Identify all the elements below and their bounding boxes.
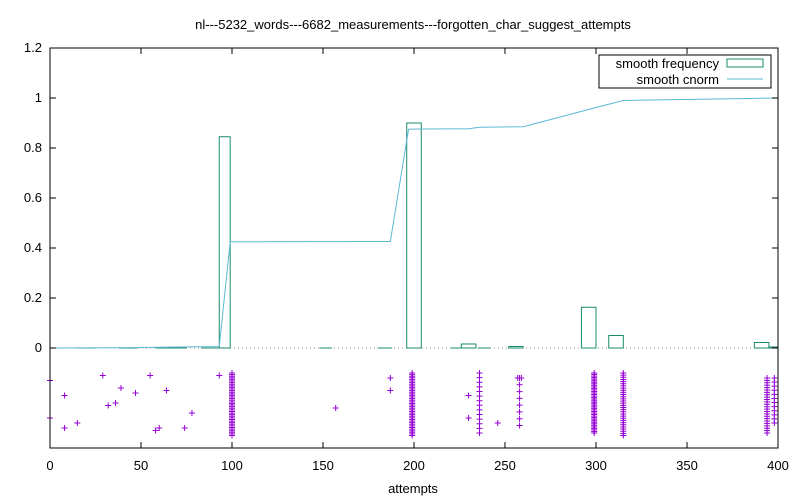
y-tick-label: 0.2	[24, 290, 42, 305]
y-tick-label: 1	[35, 90, 42, 105]
data-point	[61, 425, 68, 431]
x-tick-label: 100	[221, 458, 243, 473]
data-point	[620, 432, 627, 439]
data-point	[332, 405, 339, 411]
frequency-bar	[508, 346, 524, 349]
data-point	[163, 387, 170, 394]
data-point	[387, 375, 394, 381]
data-point	[156, 425, 163, 431]
data-point	[465, 392, 472, 399]
y-tick-label: 0	[35, 340, 42, 355]
x-tick-label: 250	[494, 458, 516, 473]
data-point	[112, 400, 119, 406]
x-tick-label: 50	[134, 458, 148, 473]
data-point	[117, 385, 124, 391]
frequency-bar	[460, 343, 477, 349]
frequency-bar	[580, 306, 597, 349]
cnorm-line	[49, 97, 779, 349]
frequency-bar	[218, 136, 231, 349]
data-point	[771, 420, 778, 426]
data-point	[591, 430, 598, 436]
data-point	[516, 402, 523, 409]
x-axis-label: attempts	[388, 481, 438, 496]
frequency-bar	[608, 335, 624, 349]
data-point	[387, 387, 394, 394]
legend-swatch-frequency	[726, 58, 764, 68]
x-tick-label: 300	[585, 458, 607, 473]
data-point	[132, 390, 139, 396]
data-point	[476, 430, 483, 436]
data-point	[188, 410, 195, 416]
data-point	[61, 392, 68, 399]
data-point	[516, 395, 523, 402]
data-point	[516, 415, 523, 422]
y-tick-label: 0.6	[24, 190, 42, 205]
data-point	[229, 432, 235, 439]
data-point	[465, 415, 472, 421]
data-point	[216, 372, 223, 379]
data-point	[74, 420, 81, 426]
data-point	[105, 402, 112, 409]
y-tick-label: 1.2	[24, 40, 42, 55]
data-point	[516, 422, 523, 429]
x-tick-label: 0	[46, 458, 53, 473]
x-tick-label: 400	[767, 458, 789, 473]
axes: 0 0.2 0.4 0.6 0.8 1 1.2 0 50 100 150 200 250 300 350 40…	[24, 40, 789, 473]
plot-area	[47, 97, 779, 439]
data-point	[764, 430, 771, 436]
legend: smooth frequency smooth cnorm	[598, 54, 772, 89]
data-point	[147, 372, 154, 379]
y-tick-label: 0.8	[24, 140, 42, 155]
data-point	[152, 427, 159, 434]
legend-label-cnorm: smooth cnorm	[637, 72, 719, 87]
data-point	[494, 420, 501, 426]
legend-label-frequency: smooth frequency	[616, 56, 720, 71]
data-point	[99, 372, 106, 379]
data-point	[181, 425, 188, 431]
x-tick-label: 200	[403, 458, 425, 473]
chart-title: nl---5232_words---6682_measurements---fo…	[195, 17, 631, 32]
y-tick-label: 0.4	[24, 240, 42, 255]
plot-frame	[49, 47, 779, 449]
data-point	[409, 432, 416, 439]
data-point	[516, 388, 523, 395]
data-point	[516, 381, 523, 388]
frequency-bar	[406, 122, 422, 349]
x-tick-label: 150	[312, 458, 334, 473]
x-tick-label: 350	[676, 458, 698, 473]
frequency-bar	[753, 342, 770, 349]
data-point	[516, 408, 523, 415]
data-point	[516, 375, 523, 381]
legend-box	[598, 54, 772, 89]
